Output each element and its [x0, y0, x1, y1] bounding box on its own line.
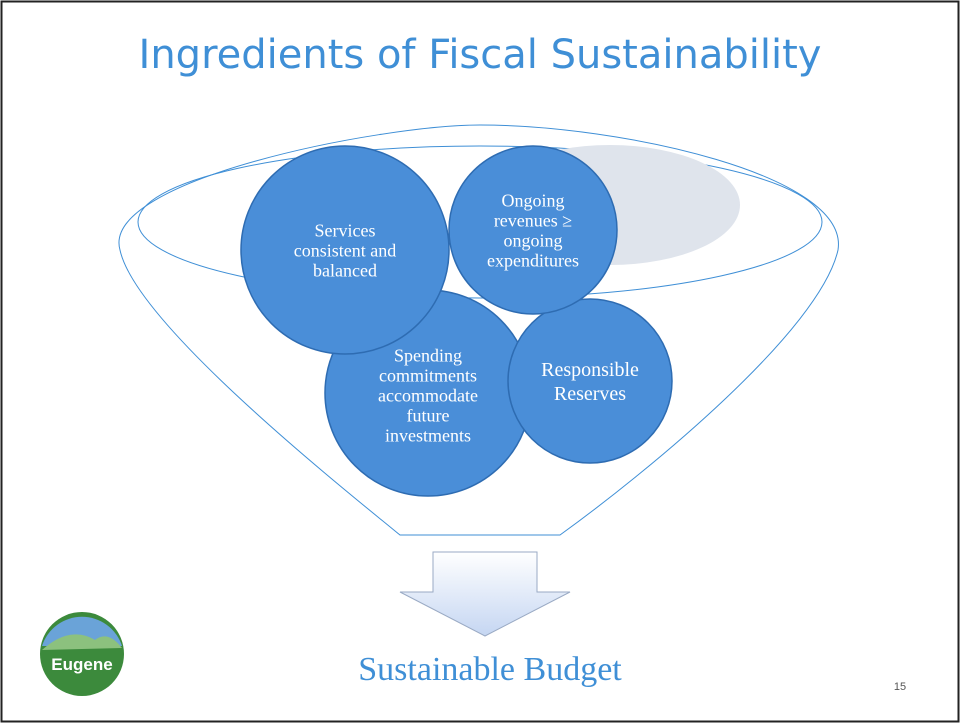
node-label: Responsible: [541, 359, 639, 381]
funnel-rim: [137, 145, 823, 299]
node-label: balanced: [313, 260, 377, 280]
node-circle: [240, 145, 450, 355]
result-label: Sustainable Budget: [358, 651, 622, 688]
funnel: [118, 124, 839, 536]
node-label: ongoing: [503, 230, 562, 250]
node-label: Ongoing: [502, 190, 565, 210]
node-label: revenues ≥: [494, 210, 572, 230]
node-label: investments: [385, 425, 471, 445]
node-circle: [448, 145, 618, 315]
arrow: [399, 551, 571, 637]
node-label: Services: [315, 220, 376, 240]
node-label: Reserves: [554, 383, 626, 405]
logo-hill: [42, 634, 122, 650]
node-label: Spending: [394, 345, 462, 365]
node-label: consistent and: [294, 240, 396, 260]
node-circle: [507, 298, 673, 464]
node-label: expenditures: [487, 250, 579, 270]
node-label: accommodate: [378, 385, 478, 405]
node-label: commitments: [379, 365, 477, 385]
slide-title: Ingredients of Fiscal Sustainability: [139, 32, 822, 78]
page-number: 15: [894, 681, 906, 693]
node-label: future: [407, 405, 450, 425]
logo-text: Eugene: [51, 655, 112, 674]
